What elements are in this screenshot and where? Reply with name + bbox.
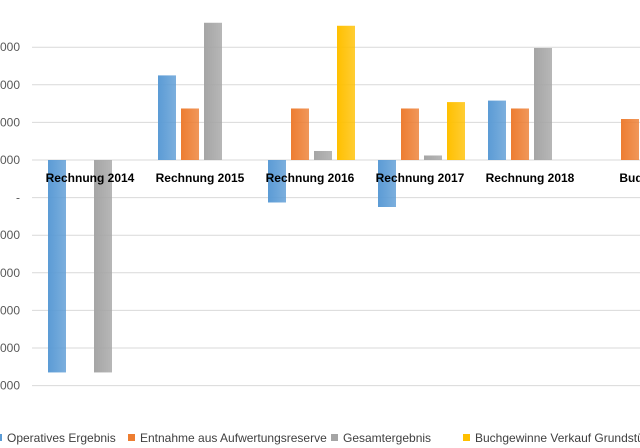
legend-label: Operatives Ergebnis — [7, 431, 116, 445]
category-label: Rechnung 2014 — [46, 171, 135, 185]
y-tick-label: 7000 — [0, 115, 20, 129]
bar-2-4 — [401, 108, 419, 160]
category-label: Rechnung 2018 — [486, 171, 575, 185]
y-tick-label: 7000 — [0, 228, 20, 242]
legend-label: Gesamtergebnis — [343, 431, 431, 445]
bar-1-2 — [158, 75, 176, 160]
bar-3-2 — [204, 22, 222, 161]
bar-4-3 — [337, 25, 355, 160]
bar-2-2 — [181, 108, 199, 160]
y-tick-label: 7000 — [0, 303, 20, 317]
bar-1-3 — [268, 160, 286, 203]
category-labels: Rechnung 2014 Rechnung 2015 Rechnung 2016 R… — [46, 171, 640, 185]
bar-3-3 — [314, 150, 332, 160]
y-axis-tick-labels: 7000 7000 7000 7000 - 7000 7000 7000 7000 7000 — [0, 40, 20, 392]
bar-1-5 — [488, 100, 506, 160]
category-label: Rechnung 2015 — [156, 171, 245, 185]
legend-label: Entnahme aus Aufwertungsreserve — [140, 431, 327, 445]
bar-3-1 — [94, 160, 112, 373]
y-tick-label: 7000 — [0, 341, 20, 355]
legend-swatch — [463, 434, 470, 441]
y-tick-label: 7000 — [0, 153, 20, 167]
y-tick-label: 7000 — [0, 78, 20, 92]
legend: Operatives Ergebnis Entnahme aus Aufwertu… — [0, 431, 640, 445]
legend-swatch — [128, 434, 135, 441]
category-label: Rechnung 2016 — [266, 171, 355, 185]
bar-3-5 — [534, 47, 552, 161]
legend-swatch — [0, 434, 2, 441]
y-tick-label: - — [16, 191, 20, 205]
bar-2-5 — [511, 108, 529, 160]
y-tick-label: 7000 — [0, 266, 20, 280]
bar-2-6 — [621, 119, 639, 160]
bars — [48, 22, 639, 373]
bar-1-4 — [378, 160, 396, 207]
legend-swatch — [331, 434, 338, 441]
bar-3-4 — [424, 155, 442, 160]
legend-label: Buchgewinne Verkauf Grundstü — [475, 431, 640, 445]
bar-1-1 — [48, 160, 66, 373]
y-tick-label: 7000 — [0, 379, 20, 393]
grid-lines — [32, 46, 640, 387]
category-label: Budget — [619, 171, 640, 185]
category-label: Rechnung 2017 — [376, 171, 465, 185]
bar-2-3 — [291, 108, 309, 160]
bar-4-4 — [447, 102, 465, 160]
y-tick-label: 7000 — [0, 40, 20, 54]
